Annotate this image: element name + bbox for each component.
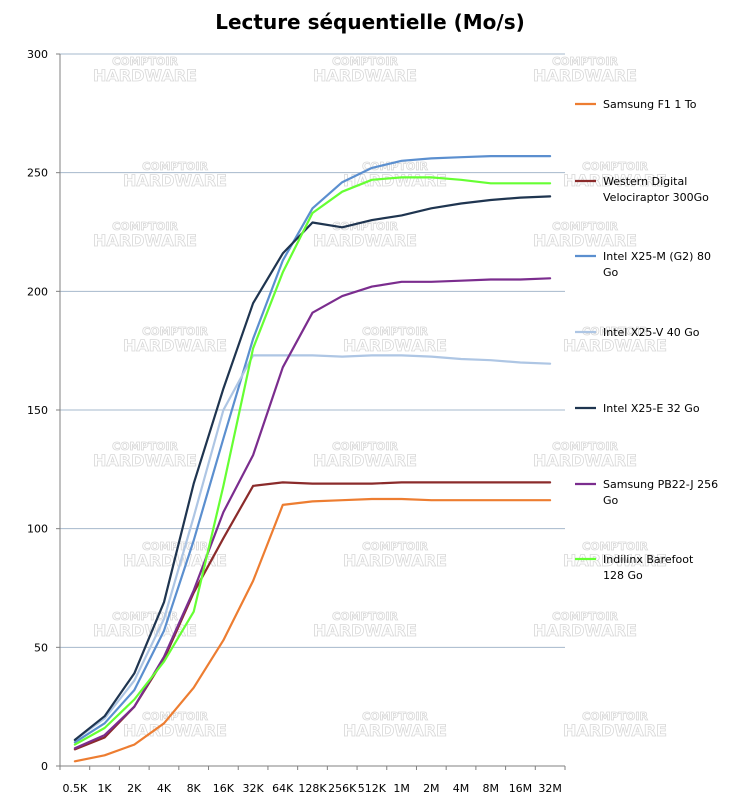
legend-label: Intel X25-M (G2) 80 Go bbox=[603, 250, 711, 279]
watermark-text: COMPTOIR bbox=[142, 160, 208, 173]
series-line bbox=[73, 497, 552, 763]
y-tick-label: 300 bbox=[27, 48, 48, 61]
watermark-text: HARDWARE bbox=[533, 621, 637, 640]
x-tick-label: 8K bbox=[187, 782, 202, 795]
x-tick-label: 2K bbox=[127, 782, 142, 795]
x-tick-label: 1K bbox=[97, 782, 112, 795]
watermark-text: COMPTOIR bbox=[112, 220, 178, 233]
x-tick-label: 4K bbox=[157, 782, 172, 795]
legend-label: Indilinx Barefoot 128 Go bbox=[603, 553, 694, 582]
watermark-text: COMPTOIR bbox=[362, 325, 428, 338]
watermark-text: COMPTOIR bbox=[362, 540, 428, 553]
x-tick-label: 4M bbox=[453, 782, 470, 795]
legend-label-line: Velociraptor 300Go bbox=[603, 191, 709, 204]
watermark-text: HARDWARE bbox=[563, 721, 667, 740]
watermark-text: COMPTOIR bbox=[582, 710, 648, 723]
legend-label-line: Indilinx Barefoot bbox=[603, 553, 694, 566]
watermark-text: HARDWARE bbox=[93, 451, 197, 470]
watermark-text: COMPTOIR bbox=[582, 160, 648, 173]
legend-label-line: Samsung PB22-J 256 bbox=[603, 478, 718, 491]
watermark-text: HARDWARE bbox=[343, 551, 447, 570]
legend-label: Samsung PB22-J 256 Go bbox=[603, 478, 718, 507]
watermark-text: HARDWARE bbox=[563, 551, 667, 570]
watermark-text: COMPTOIR bbox=[332, 610, 398, 623]
x-tick-label: 8M bbox=[482, 782, 499, 795]
watermark-text: HARDWARE bbox=[123, 171, 227, 190]
series-line bbox=[73, 155, 552, 744]
legend-label: Samsung F1 1 To bbox=[603, 98, 697, 111]
watermark-text: HARDWARE bbox=[563, 171, 667, 190]
watermark-text: COMPTOIR bbox=[582, 325, 648, 338]
legend-label: Intel X25-V 40 Go bbox=[603, 326, 700, 339]
x-tick-label: 16M bbox=[509, 782, 533, 795]
x-tick-label: 16K bbox=[213, 782, 235, 795]
axes: 0 50 100 150 200 250 300 0.5K 1K 2K 4K 8K 16K 32K 64K 1… bbox=[27, 48, 566, 795]
watermark-text: HARDWARE bbox=[533, 451, 637, 470]
watermark-text: HARDWARE bbox=[343, 336, 447, 355]
watermark-text: COMPTOIR bbox=[552, 55, 618, 68]
series-line bbox=[73, 176, 552, 746]
watermark-text: COMPTOIR bbox=[112, 440, 178, 453]
watermark-text: HARDWARE bbox=[313, 66, 417, 85]
watermark-text: HARDWARE bbox=[533, 231, 637, 250]
watermark-text: COMPTOIR bbox=[552, 440, 618, 453]
watermark-text: COMPTOIR bbox=[112, 610, 178, 623]
y-tick-label: 150 bbox=[27, 404, 48, 417]
series-lines bbox=[73, 155, 552, 763]
watermark-text: HARDWARE bbox=[123, 336, 227, 355]
watermark-text: COMPTOIR bbox=[142, 710, 208, 723]
watermark-text: COMPTOIR bbox=[332, 440, 398, 453]
watermark-text: HARDWARE bbox=[313, 451, 417, 470]
legend-label-line: Intel X25-V 40 Go bbox=[603, 326, 700, 339]
watermark-text: HARDWARE bbox=[533, 66, 637, 85]
watermark-text: COMPTOIR bbox=[362, 160, 428, 173]
watermark-text: HARDWARE bbox=[343, 171, 447, 190]
x-tick-label: 128K bbox=[298, 782, 327, 795]
x-tick-label: 256K bbox=[328, 782, 357, 795]
watermark-text: COMPTOIR bbox=[552, 220, 618, 233]
legend-label-line: Go bbox=[603, 266, 619, 279]
y-tick-label: 100 bbox=[27, 523, 48, 536]
watermark-text: COMPTOIR bbox=[142, 325, 208, 338]
watermark-text: HARDWARE bbox=[93, 66, 197, 85]
x-tick-label: 2M bbox=[423, 782, 440, 795]
watermark-text: COMPTOIR bbox=[332, 220, 398, 233]
x-tick-label: 512K bbox=[358, 782, 387, 795]
series-line bbox=[73, 195, 552, 742]
y-tick-label: 200 bbox=[27, 285, 48, 298]
watermark-text: HARDWARE bbox=[313, 231, 417, 250]
y-tick-label: 50 bbox=[34, 641, 48, 654]
watermark-text: HARDWARE bbox=[343, 721, 447, 740]
legend-label-line: Samsung F1 1 To bbox=[603, 98, 697, 111]
legend-label-line: Intel X25-E 32 Go bbox=[603, 402, 700, 415]
x-tick-label: 1M bbox=[393, 782, 410, 795]
legend-label-line: Intel X25-M (G2) 80 bbox=[603, 250, 711, 263]
watermark-text: COMPTOIR bbox=[332, 55, 398, 68]
watermark-text: HARDWARE bbox=[563, 336, 667, 355]
series-line bbox=[73, 354, 552, 742]
watermark-text: COMPTOIR bbox=[582, 540, 648, 553]
x-tick-label: 32K bbox=[242, 782, 264, 795]
watermark-layer: COMPTOIRHARDWARECOMPTOIRHARDWARECOMPTOIR… bbox=[93, 55, 668, 741]
legend-label-line: 128 Go bbox=[603, 569, 643, 582]
legend: Samsung F1 1 To Western Digital Velocirapt… bbox=[575, 98, 718, 582]
watermark-text: COMPTOIR bbox=[552, 610, 618, 623]
x-tick-label: 0.5K bbox=[62, 782, 87, 795]
watermark-text: HARDWARE bbox=[93, 231, 197, 250]
legend-label-line: Western Digital bbox=[603, 175, 687, 188]
chart-title: Lecture séquentielle (Mo/s) bbox=[215, 10, 525, 34]
watermark-text: HARDWARE bbox=[313, 621, 417, 640]
watermark-text: HARDWARE bbox=[123, 721, 227, 740]
watermark-text: HARDWARE bbox=[93, 621, 197, 640]
y-tick-label: 0 bbox=[41, 760, 48, 773]
legend-label: Intel X25-E 32 Go bbox=[603, 402, 700, 415]
watermark-text: COMPTOIR bbox=[112, 55, 178, 68]
watermark-text: COMPTOIR bbox=[362, 710, 428, 723]
legend-label-line: Go bbox=[603, 494, 619, 507]
x-tick-label: 32M bbox=[538, 782, 562, 795]
x-tick-label: 64K bbox=[272, 782, 294, 795]
y-tick-label: 250 bbox=[27, 167, 48, 180]
legend-label: Western Digital Velociraptor 300Go bbox=[603, 175, 709, 204]
